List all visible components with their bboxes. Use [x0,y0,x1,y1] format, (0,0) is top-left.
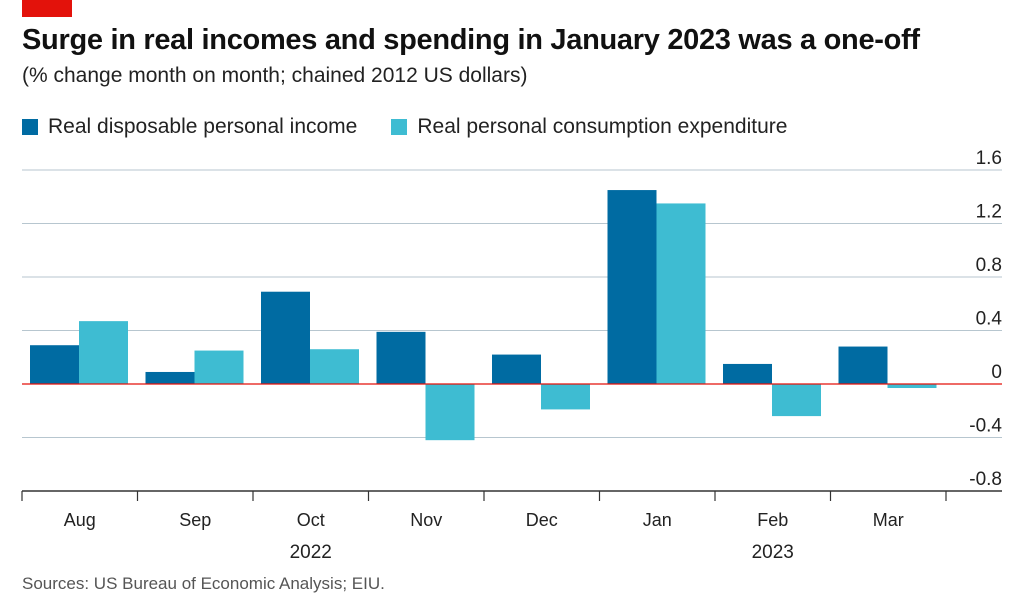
x-tick-label: Nov [410,510,442,530]
y-tick-label: 0.8 [976,255,1002,276]
bar-income [723,363,772,384]
x-year-label: 2023 [752,542,794,563]
bar-consumption [310,349,359,384]
bar-consumption [656,203,706,384]
bar-consumption [887,384,937,389]
y-tick-label: 1.2 [976,202,1002,223]
bar-consumption [425,384,475,441]
chart-subtitle: (% change month on month; chained 2012 U… [22,64,528,87]
legend-swatch-consumption [391,119,408,135]
bar-income [30,345,79,384]
bar-income [145,371,195,384]
bar-income [376,331,426,384]
legend-label-consumption: Real personal consumption expenditure [417,115,788,138]
legend-item-consumption: Real personal consumption expenditure [391,115,787,139]
x-tick-label: Mar [873,510,904,530]
legend-item-income: Real disposable personal income [22,115,357,139]
legend-swatch-income [22,119,38,135]
x-tick-label: Sep [179,510,211,530]
bar-consumption [541,384,590,410]
source-note: Sources: US Bureau of Economic Analysis;… [22,574,385,593]
y-tick-label: -0.8 [969,469,1002,490]
bar-consumption [194,350,244,384]
bar-income [492,354,541,384]
x-tick-label: Oct [297,510,325,530]
x-year-label: 2022 [290,542,332,563]
bar-income [261,291,310,384]
y-tick-label: 1.6 [976,148,1002,169]
bar-consumption [79,321,128,384]
x-tick-label: Feb [757,510,788,530]
bar-income [838,346,888,384]
y-tick-label: 0 [991,362,1002,383]
bar-income [607,190,657,384]
y-tick-label: 0.4 [976,309,1003,330]
brand-bar [22,0,72,17]
x-tick-label: Dec [526,510,558,530]
y-tick-label: -0.4 [969,416,1002,437]
chart-title: Surge in real incomes and spending in Ja… [22,24,920,56]
chart-legend: Real disposable personal income Real per… [22,115,821,139]
x-tick-label: Aug [64,510,96,530]
legend-label-income: Real disposable personal income [48,115,358,138]
bar-consumption [772,384,821,417]
x-tick-label: Jan [643,510,672,530]
